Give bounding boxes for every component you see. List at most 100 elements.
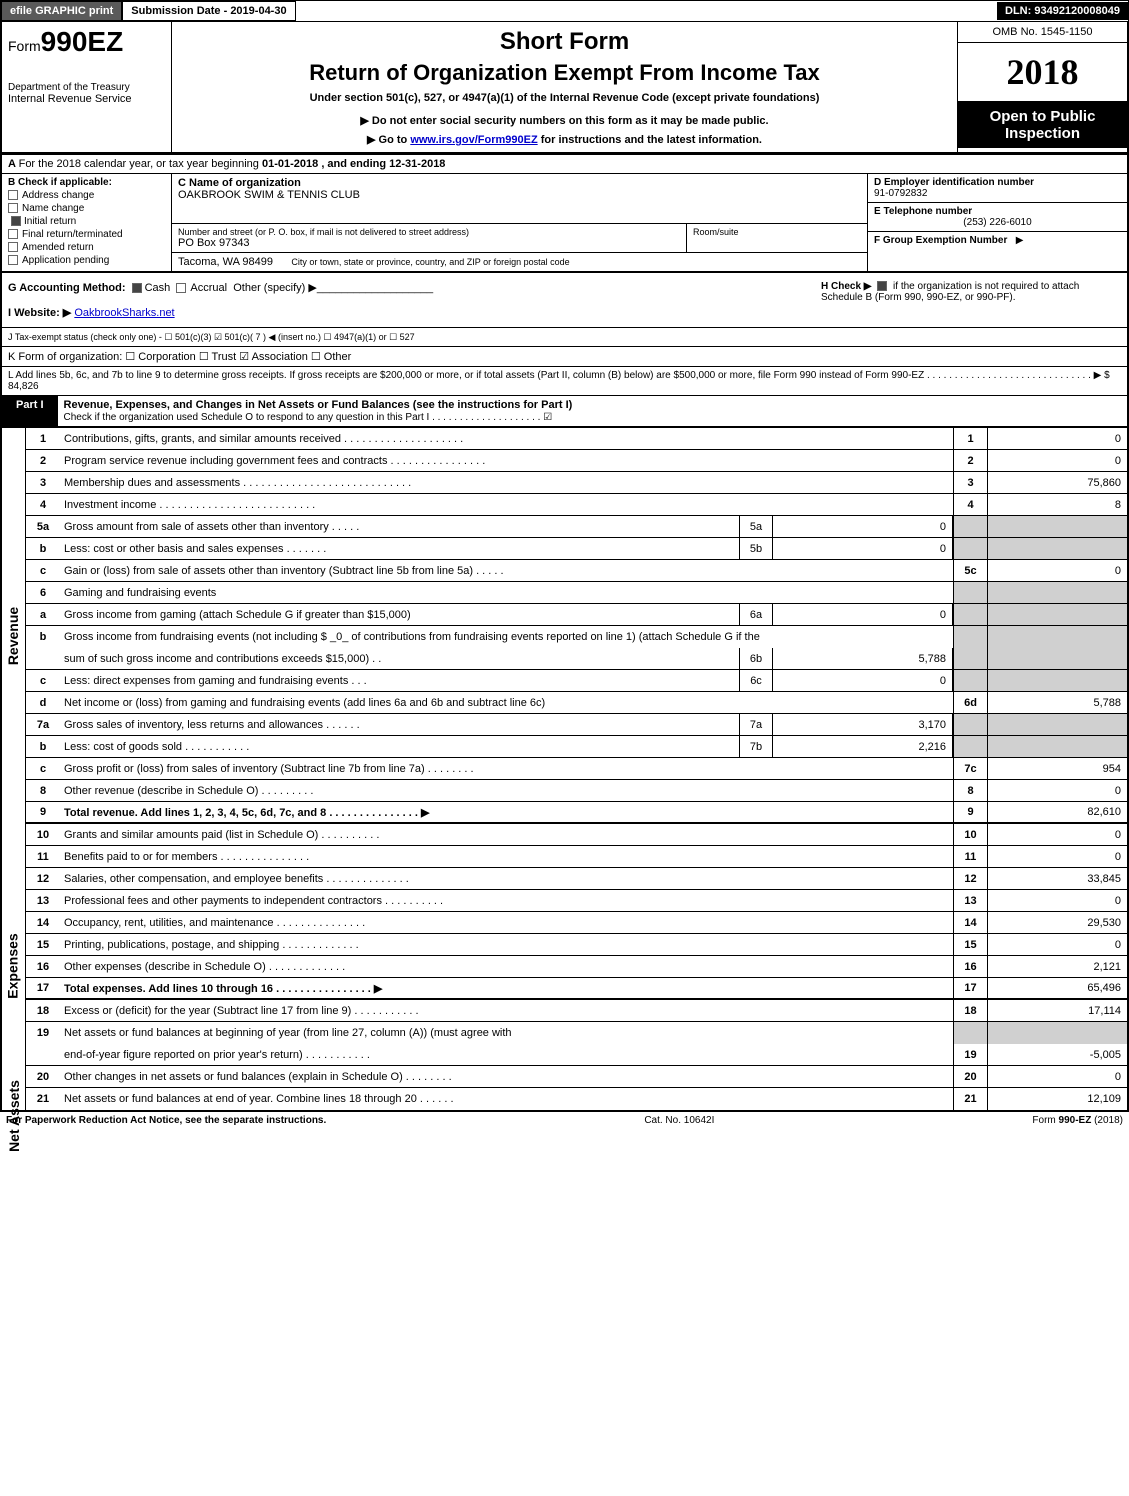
room-label: Room/suite <box>693 227 861 237</box>
row-j: J Tax-exempt status (check only one) - ☐… <box>0 328 1129 347</box>
form-header: Form990EZ Department of the Treasury Int… <box>0 22 1129 154</box>
line-11: 11Benefits paid to or for members . . . … <box>26 846 1127 868</box>
website-link[interactable]: OakbrookSharks.net <box>74 307 174 319</box>
chk-amended[interactable]: Amended return <box>8 242 165 253</box>
org-address: PO Box 97343 <box>178 237 680 249</box>
addr-label: Number and street (or P. O. box, if mail… <box>178 227 680 237</box>
col-b-checkboxes: B Check if applicable: Address change Na… <box>2 174 172 271</box>
org-name: OAKBROOK SWIM & TENNIS CLUB <box>178 189 861 201</box>
part1-header: Part I Revenue, Expenses, and Changes in… <box>0 396 1129 428</box>
check-if-label: Check if applicable: <box>18 177 112 188</box>
cal-end: 12-31-2018 <box>389 158 445 170</box>
accounting-label: G Accounting Method: <box>8 282 126 294</box>
tax-exempt-status: J Tax-exempt status (check only one) - ☐… <box>8 332 415 342</box>
form-prefix: Form <box>8 38 41 54</box>
omb-number: OMB No. 1545-1150 <box>958 22 1127 43</box>
line-7a: 7aGross sales of inventory, less returns… <box>26 714 1127 736</box>
line-21: 21Net assets or fund balances at end of … <box>26 1088 1127 1110</box>
lbl-cash: Cash <box>145 282 171 294</box>
city-label: City or town, state or province, country… <box>291 257 569 267</box>
goto-pre: ▶ Go to <box>367 134 410 146</box>
org-name-label: C Name of organization <box>178 177 861 189</box>
website-label: I Website: ▶ <box>8 307 71 319</box>
do-not-enter: ▶ Do not enter social security numbers o… <box>178 114 951 127</box>
chk-cash[interactable] <box>132 283 142 293</box>
line-19-bot: end-of-year figure reported on prior yea… <box>26 1044 1127 1066</box>
col-c-org-info: C Name of organization OAKBROOK SWIM & T… <box>172 174 867 271</box>
return-title: Return of Organization Exempt From Incom… <box>178 60 951 86</box>
line-6: 6Gaming and fundraising events <box>26 582 1127 604</box>
part1-title: Revenue, Expenses, and Changes in Net As… <box>64 399 573 411</box>
page-footer: For Paperwork Reduction Act Notice, see … <box>0 1112 1129 1129</box>
under-section: Under section 501(c), 527, or 4947(a)(1)… <box>178 92 951 104</box>
submission-date: Submission Date - 2019-04-30 <box>122 1 295 21</box>
line-4: 4Investment income . . . . . . . . . . .… <box>26 494 1127 516</box>
section-ab: A For the 2018 calendar year, or tax yea… <box>0 154 1129 273</box>
line-19-top: 19Net assets or fund balances at beginni… <box>26 1022 1127 1044</box>
line-16: 16Other expenses (describe in Schedule O… <box>26 956 1127 978</box>
line-13: 13Professional fees and other payments t… <box>26 890 1127 912</box>
rotated-labels: Revenue Expenses Net Assets <box>2 428 26 1110</box>
line-8: 8Other revenue (describe in Schedule O) … <box>26 780 1127 802</box>
line-1: 1Contributions, gifts, grants, and simil… <box>26 428 1127 450</box>
line-10: 10Grants and similar amounts paid (list … <box>26 824 1127 846</box>
cal-mid: , and ending <box>321 158 389 170</box>
org-city: Tacoma, WA 98499 <box>178 256 273 268</box>
line-6c: cLess: direct expenses from gaming and f… <box>26 670 1127 692</box>
line-7c: cGross profit or (loss) from sales of in… <box>26 758 1127 780</box>
ein-label: D Employer identification number <box>874 177 1121 188</box>
line-2: 2Program service revenue including gover… <box>26 450 1127 472</box>
cal-begin: 01-01-2018 <box>262 158 318 170</box>
rot-netassets: Net Assets <box>6 1080 22 1152</box>
open-to-public: Open to Public Inspection <box>958 102 1127 148</box>
irs-link[interactable]: www.irs.gov/Form990EZ <box>410 134 537 146</box>
cal-pre: For the 2018 calendar year, or tax year … <box>19 158 262 170</box>
chk-application-pending[interactable]: Application pending <box>8 255 165 266</box>
goto-instructions: ▶ Go to www.irs.gov/Form990EZ for instru… <box>178 133 951 146</box>
line-17: 17Total expenses. Add lines 10 through 1… <box>26 978 1127 1000</box>
form-number: 990EZ <box>41 26 124 57</box>
part1-label: Part I <box>2 396 58 426</box>
top-bar: efile GRAPHIC print Submission Date - 20… <box>0 0 1129 22</box>
form-ref: Form 990-EZ (2018) <box>1032 1115 1123 1126</box>
line-5b: bLess: cost or other basis and sales exp… <box>26 538 1127 560</box>
line-7b: bLess: cost of goods sold . . . . . . . … <box>26 736 1127 758</box>
cat-no: Cat. No. 10642I <box>644 1115 714 1126</box>
line-14: 14Occupancy, rent, utilities, and mainte… <box>26 912 1127 934</box>
chk-initial-return[interactable]: Initial return <box>8 216 165 227</box>
group-exemption-label: F Group Exemption Number <box>874 235 1007 246</box>
line-3: 3Membership dues and assessments . . . .… <box>26 472 1127 494</box>
calendar-year-row: A For the 2018 calendar year, or tax yea… <box>2 155 1127 174</box>
h-check: H Check ▶ if the organization is not req… <box>821 281 1121 319</box>
goto-post: for instructions and the latest informat… <box>538 134 762 146</box>
line-9: 9Total revenue. Add lines 1, 2, 3, 4, 5c… <box>26 802 1127 824</box>
rot-expenses: Expenses <box>5 933 21 998</box>
ein-value: 91-0792832 <box>874 188 1121 199</box>
main-table: Revenue Expenses Net Assets 1Contributio… <box>0 428 1129 1112</box>
line-18: 18Excess or (deficit) for the year (Subt… <box>26 1000 1127 1022</box>
tel-label: E Telephone number <box>874 206 1121 217</box>
line-5a: 5aGross amount from sale of assets other… <box>26 516 1127 538</box>
irs-label: Internal Revenue Service <box>8 93 165 105</box>
line-15: 15Printing, publications, postage, and s… <box>26 934 1127 956</box>
line-6d: dNet income or (loss) from gaming and fu… <box>26 692 1127 714</box>
line-6b-top: bGross income from fundraising events (n… <box>26 626 1127 648</box>
chk-final-return[interactable]: Final return/terminated <box>8 229 165 240</box>
tel-value: (253) 226-6010 <box>874 217 1121 228</box>
dept-treasury: Department of the Treasury <box>8 82 165 93</box>
col-d-ein-tel: D Employer identification number 91-0792… <box>867 174 1127 271</box>
row-g-accounting: G Accounting Method: Cash Accrual Other … <box>0 273 1129 328</box>
line-6b-bot: sum of such gross income and contributio… <box>26 648 1127 670</box>
group-arrow: ▶ <box>1016 235 1024 246</box>
dln-label: DLN: 93492120008049 <box>997 2 1128 20</box>
paperwork-notice: For Paperwork Reduction Act Notice, see … <box>6 1115 326 1126</box>
chk-h[interactable] <box>877 281 887 291</box>
chk-address-change[interactable]: Address change <box>8 190 165 201</box>
short-form-title: Short Form <box>178 28 951 56</box>
part1-check: Check if the organization used Schedule … <box>64 412 553 423</box>
efile-print-button[interactable]: efile GRAPHIC print <box>1 1 122 21</box>
line-20: 20Other changes in net assets or fund ba… <box>26 1066 1127 1088</box>
chk-accrual[interactable] <box>176 283 186 293</box>
line-12: 12Salaries, other compensation, and empl… <box>26 868 1127 890</box>
chk-name-change[interactable]: Name change <box>8 203 165 214</box>
